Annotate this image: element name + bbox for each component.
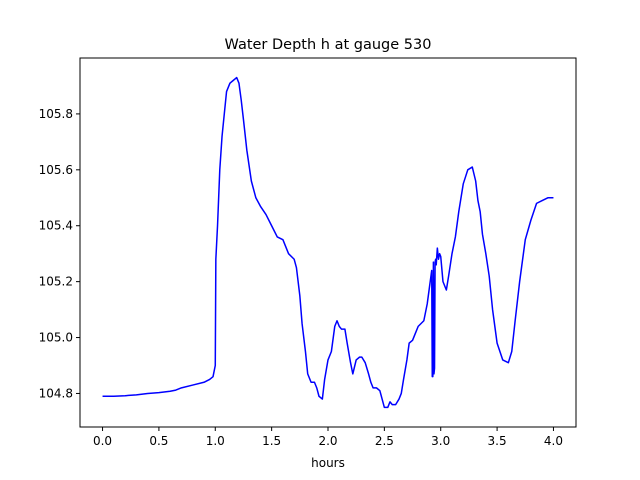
x-axis-title: hours	[311, 456, 345, 470]
y-tick-label: 105.4	[39, 219, 73, 233]
y-tick-label: 104.8	[39, 386, 73, 400]
x-axis-ticks: 0.0 0.5 1.0 1.5 2.0 2.5 3.0 3.5 4.0	[93, 427, 563, 448]
y-axis-ticks: 104.8 105.0 105.2 105.4 105.6 105.8	[39, 107, 80, 400]
y-tick-label: 105.2	[39, 275, 73, 289]
y-tick-label: 105.0	[39, 331, 73, 345]
series-line-0	[102, 76, 554, 409]
chart-title: Water Depth h at gauge 530	[225, 37, 432, 53]
x-tick-label: 1.5	[262, 434, 281, 448]
x-tick-label: 0.0	[93, 434, 112, 448]
x-tick-label: 4.0	[544, 434, 563, 448]
plot-area	[80, 58, 576, 427]
x-tick-label: 3.0	[431, 434, 450, 448]
x-tick-label: 0.5	[149, 434, 168, 448]
x-tick-label: 3.5	[488, 434, 507, 448]
x-tick-label: 2.0	[318, 434, 337, 448]
data-layer	[102, 76, 554, 409]
x-tick-label: 1.0	[206, 434, 225, 448]
x-tick-label: 2.5	[375, 434, 394, 448]
y-tick-label: 105.6	[39, 163, 73, 177]
y-tick-label: 105.8	[39, 107, 73, 121]
